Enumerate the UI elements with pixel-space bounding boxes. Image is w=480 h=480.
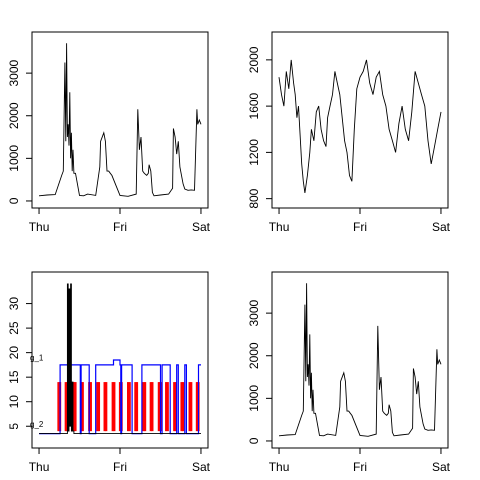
panel-bottom-left-xtick-label-0: Thu	[29, 460, 50, 474]
panel-bottom-left-ytick-label-2: 15	[7, 370, 21, 384]
panel-top-right-series-0	[278, 59, 442, 193]
panel-bottom-left-annotation-1: g_2	[30, 420, 44, 429]
panel-bottom-left-ytick-label-0: 5	[7, 423, 21, 430]
panel-bottom-left-annotation-0: g_1	[30, 354, 44, 363]
panel-bottom-left-ytick-label-4: 25	[7, 321, 21, 335]
panel-bottom-left-ytick-label-5: 30	[7, 297, 21, 311]
panel-top-right-ytick-label-2: 1600	[247, 92, 261, 119]
panel-bottom-right-xtick-label-1: Fri	[353, 460, 367, 474]
panel-top-left-ytick-label-0: 0	[7, 197, 21, 204]
panel-bottom-left-ytick-label-1: 10	[7, 395, 21, 409]
panel-top-left-ytick-label-3: 3000	[7, 59, 21, 86]
panel-bottom-left-xtick-label-1: Fri	[113, 460, 127, 474]
panel-bottom-right-series-0	[278, 283, 442, 437]
panel-bottom-left-series-1	[39, 283, 201, 435]
panel-top-right-xtick-label-1: Fri	[353, 220, 367, 234]
panel-bottom-right-ytick-label-0: 0	[247, 437, 261, 444]
panel-bottom-right-xtick-label-0: Thu	[269, 460, 290, 474]
panel-bottom-right-ytick-label-3: 3000	[247, 299, 261, 326]
panel-bottom-right-frame	[271, 271, 449, 449]
panel-top-right-frame	[271, 31, 449, 209]
panel-bottom-right-xtick-label-2: Sat	[432, 460, 451, 474]
panel-top-left-xtick-label-2: Sat	[192, 220, 211, 234]
panel-top-right-ytick-label-3: 2000	[247, 46, 261, 73]
panel-top-right-ytick-label-1: 1200	[247, 139, 261, 166]
panel-top-right-xtick-label-0: Thu	[269, 220, 290, 234]
panel-bottom-right-ytick-label-2: 2000	[247, 342, 261, 369]
panel-top-left-frame	[31, 31, 209, 209]
panel-top-left-xtick-label-1: Fri	[113, 220, 127, 234]
panel-top-right-ytick-label-0: 800	[247, 188, 261, 208]
panel-top-left-ytick-label-1: 1000	[7, 145, 21, 172]
panel-bottom-left-ytick-label-3: 20	[7, 346, 21, 360]
panel-top-right-xtick-label-2: Sat	[432, 220, 451, 234]
panel-bottom-right-ytick-label-1: 1000	[247, 385, 261, 412]
panel-top-left-xtick-label-0: Thu	[29, 220, 50, 234]
panel-top-left-ytick-label-2: 2000	[7, 102, 21, 129]
panel-bottom-left-xtick-label-2: Sat	[192, 460, 211, 474]
panel-top-left-series-0	[38, 43, 202, 197]
